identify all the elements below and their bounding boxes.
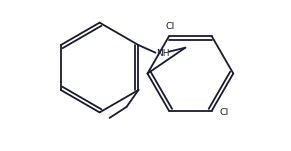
Text: Cl: Cl [165, 22, 175, 31]
Text: NH: NH [156, 49, 170, 58]
Text: Cl: Cl [220, 108, 229, 117]
